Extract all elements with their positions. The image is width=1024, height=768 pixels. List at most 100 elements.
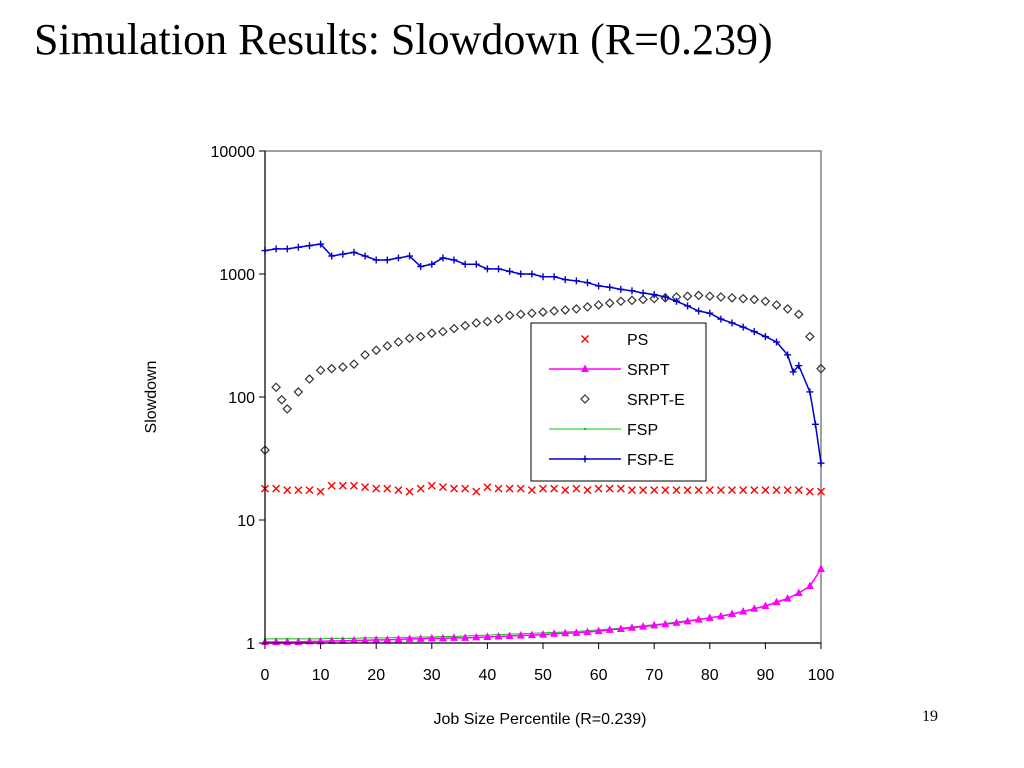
slide-title: Simulation Results: Slowdown (R=0.239)	[34, 15, 773, 64]
data-point-srpt	[527, 630, 536, 639]
data-point-fsp-e	[450, 256, 458, 264]
data-point-ps	[739, 486, 748, 495]
data-point-srpt-e	[571, 304, 582, 314]
data-point-srpt	[627, 623, 636, 631]
data-point-srpt-e	[326, 363, 337, 374]
x-tick-label: 70	[645, 667, 663, 684]
data-point-ps	[683, 486, 692, 495]
x-tick-label: 10	[312, 667, 330, 684]
data-point-srpt-e	[749, 294, 760, 305]
data-point-srpt-e	[615, 296, 626, 307]
data-point-fsp-e	[695, 307, 703, 315]
data-point-fsp-e	[372, 256, 380, 264]
data-point-fsp-e	[639, 289, 647, 297]
data-point-srpt-e	[415, 331, 426, 342]
data-point-fsp-e	[517, 270, 525, 278]
data-point-fsp-e	[272, 245, 280, 253]
data-point-srpt-e	[771, 300, 782, 310]
data-point-srpt-e	[404, 333, 415, 344]
series-fsp-e	[261, 240, 825, 467]
legend-item-ps: PS	[581, 332, 648, 349]
data-point-srpt-e	[438, 326, 448, 337]
data-point-ps	[794, 486, 803, 495]
data-point-srpt-e	[649, 293, 660, 304]
y-axis-label: Slowdown	[143, 361, 160, 434]
data-point-srpt-e	[482, 316, 493, 327]
data-point-ps	[583, 486, 592, 495]
data-point-ps	[316, 487, 325, 496]
legend-label-srpt: SRPT	[627, 362, 670, 379]
data-point-ps	[672, 486, 681, 495]
data-point-ps	[494, 484, 503, 493]
data-point-fsp-e	[661, 293, 669, 301]
data-point-fsp-e	[294, 243, 302, 251]
data-point-fsp-e	[283, 245, 291, 253]
data-point-fsp-e	[784, 351, 792, 359]
data-point-ps	[750, 486, 759, 495]
data-point-fsp-e	[806, 388, 814, 396]
data-point-srpt-e	[293, 387, 304, 397]
data-point-srpt	[416, 634, 425, 642]
data-point-ps	[438, 483, 447, 492]
legend-marker-fsp-e	[581, 455, 589, 463]
data-point-ps	[650, 486, 659, 495]
x-tick-label: 40	[479, 667, 497, 684]
data-point-ps	[627, 486, 636, 495]
data-point-ps	[527, 486, 536, 495]
data-point-ps	[783, 486, 792, 495]
data-point-fsp-e	[394, 254, 402, 262]
data-point-srpt	[461, 633, 470, 641]
data-point-srpt-e	[527, 308, 537, 319]
legend-item-srpt: SRPT	[549, 362, 670, 379]
data-point-srpt	[683, 616, 692, 625]
data-point-ps	[572, 484, 581, 493]
data-point-fsp-e	[339, 250, 347, 258]
legend-marker-srpt	[581, 364, 589, 372]
legend-label-fsp-e: FSP-E	[627, 452, 674, 469]
data-point-srpt-e	[627, 295, 637, 306]
data-point-ps	[661, 486, 670, 495]
data-point-srpt-e	[504, 310, 515, 321]
data-point-srpt-e	[449, 323, 459, 334]
data-point-srpt	[594, 626, 603, 635]
data-point-ps	[461, 484, 470, 493]
data-point-ps	[805, 487, 814, 496]
legend-label-ps: PS	[627, 332, 648, 349]
data-point-srpt-e	[271, 382, 281, 393]
data-point-ps	[450, 484, 459, 493]
data-point-ps	[705, 486, 714, 495]
legend-box	[530, 322, 707, 482]
data-point-srpt	[650, 620, 659, 629]
data-point-srpt-e	[805, 331, 815, 342]
data-point-fsp-e	[483, 265, 491, 273]
data-point-ps	[483, 483, 492, 492]
data-point-srpt	[361, 635, 370, 644]
data-point-srpt	[516, 631, 525, 639]
data-point-srpt-e	[304, 374, 315, 384]
data-point-fsp-e	[317, 240, 325, 248]
data-point-srpt-e	[515, 309, 526, 320]
data-point-ps	[338, 481, 347, 490]
data-point-fsp-e	[817, 459, 825, 467]
data-point-srpt	[338, 636, 347, 644]
data-point-srpt	[739, 607, 748, 615]
data-point-srpt-e	[471, 318, 482, 328]
data-point-ps	[416, 484, 425, 493]
data-point-ps	[694, 486, 703, 495]
data-point-srpt	[550, 629, 559, 637]
data-point-fsp-e	[583, 279, 591, 287]
legend-marker-srpt-e	[580, 394, 590, 404]
y-tick-label: 1	[246, 636, 255, 653]
data-point-ps	[383, 484, 392, 493]
data-point-srpt-e	[704, 291, 715, 302]
data-point-srpt-e	[560, 305, 571, 315]
x-tick-label: 90	[757, 667, 775, 684]
data-point-fsp-e	[672, 297, 680, 305]
data-point-ps	[394, 486, 403, 495]
data-point-fsp-e	[761, 333, 769, 341]
data-point-fsp-e	[561, 276, 569, 284]
data-point-srpt	[405, 634, 414, 642]
data-point-srpt	[750, 604, 759, 612]
data-point-fsp-e	[350, 248, 358, 256]
data-point-ps	[539, 484, 547, 493]
